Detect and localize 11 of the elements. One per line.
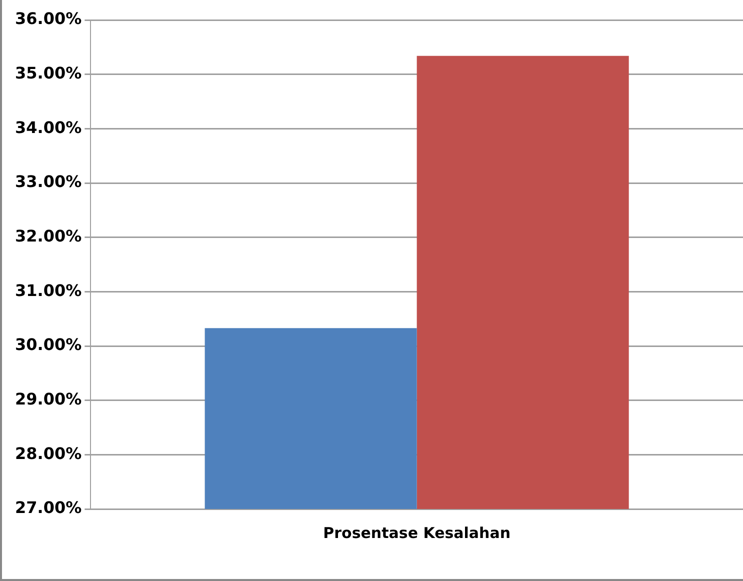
y-tick-label: 30.00% (15, 335, 82, 354)
y-tick-label: 36.00% (15, 9, 82, 28)
y-tick-label: 34.00% (15, 118, 82, 137)
y-tick-label: 29.00% (15, 389, 82, 408)
y-tick-label: 31.00% (15, 280, 82, 300)
x-tick-label: Prosentase Kesalahan (323, 524, 511, 542)
y-tick-label: 27.00% (15, 498, 82, 518)
y-tick-label: 28.00% (15, 444, 82, 463)
y-tick-label: 35.00% (15, 63, 82, 82)
y-tick-label: 33.00% (15, 172, 82, 192)
y-tick-label: 32.00% (15, 226, 82, 246)
